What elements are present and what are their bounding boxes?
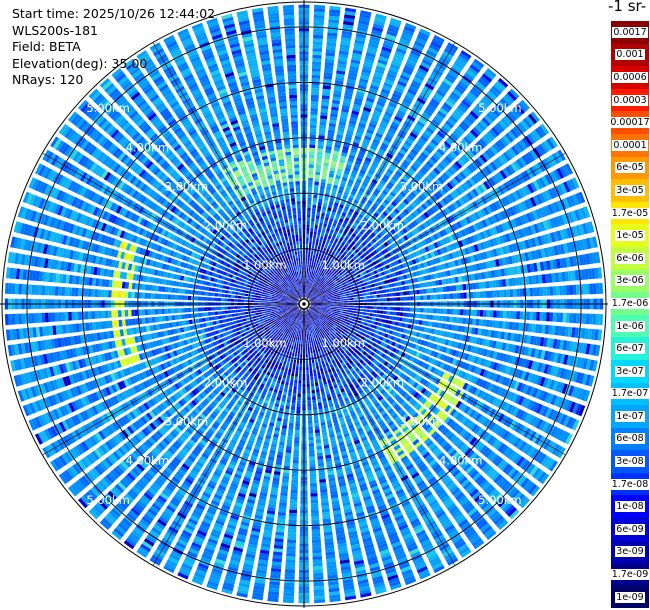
colorbar-cell: 3e-06	[611, 269, 649, 293]
colorbar-tick-label: 6e-07	[615, 343, 645, 355]
azimuth-spoke	[42, 152, 305, 305]
colorbar-title: -1 sr-	[608, 0, 647, 15]
ring-label: 5.00km	[86, 493, 129, 507]
ring-label: 5.00km	[478, 101, 521, 115]
colorbar-tick-label: 3e-08	[615, 456, 645, 468]
colorbar-tick-label: 1e-05	[615, 230, 645, 242]
ring-label: 3.00km	[165, 415, 208, 429]
colorbar-tick-label: 3e-07	[615, 365, 645, 377]
elevation-text: Elevation(deg): 35.00	[12, 55, 148, 71]
azimuth-spoke	[303, 303, 456, 566]
colorbar-cell: 3e-09	[611, 540, 649, 564]
ring-label: 1.00km	[243, 336, 286, 350]
colorbar-tick-label: 1.7e-06	[610, 297, 650, 309]
ring-label: 3.00km	[400, 180, 443, 194]
azimuth-spoke	[152, 303, 305, 566]
colorbar-tick-label: 1.7e-05	[610, 207, 650, 219]
colorbar-cell: 1e-08	[611, 495, 649, 519]
colorbar-cell: 1e-09	[611, 585, 649, 609]
colorbar-tick-label: 0.0017	[612, 26, 648, 38]
ring-label: 4.00km	[126, 140, 169, 154]
colorbar-tick-label: 6e-05	[615, 162, 645, 174]
colorbar-tick-label: 1.7e-09	[610, 569, 650, 581]
colorbar-tick-label: 1.7e-07	[610, 388, 650, 400]
radar-center-dot	[302, 302, 306, 306]
colorbar-cell: 0.0006	[611, 66, 649, 89]
field-text: Field: BETA	[12, 39, 81, 54]
colorbar-tick-label: 0.0001	[612, 139, 648, 151]
colorbar-cell: 3e-05	[611, 179, 649, 202]
colorbar: 0.0017 0.001 0.0006 0.0003 0.00017 0.0001 6e-0…	[609, 21, 650, 609]
ring-label: 1.00km	[243, 258, 286, 272]
nrays-text: NRays: 120	[12, 72, 84, 87]
azimuth-spoke	[152, 42, 305, 305]
colorbar-tick-label: 3e-05	[615, 184, 645, 196]
colorbar-tick-label: 6e-09	[615, 523, 645, 535]
colorbar-cell: 1e-05	[611, 224, 649, 247]
ring-label: 4.00km	[126, 454, 169, 468]
ring-label: 2.00km	[361, 375, 404, 389]
colorbar-cell: 0.0003	[611, 88, 649, 112]
ring-label: 3.00km	[400, 415, 443, 429]
azimuth-spoke	[42, 303, 305, 456]
colorbar-tick-label: 1e-08	[615, 501, 645, 513]
colorbar-cell: 1e-06	[611, 314, 649, 338]
colorbar-cell: 6e-08	[611, 427, 649, 451]
colorbar-tick-label: 6e-08	[615, 433, 645, 445]
colorbar-tick-label: 3e-09	[615, 546, 645, 558]
colorbar-cell: 0.001	[611, 43, 649, 67]
ring-label: 5.00km	[86, 101, 129, 115]
colorbar-cell: 0.00017	[609, 111, 650, 134]
ring-labels: 1.00km 1.00km 1.00km 1.00km 2.00km 2.00km 2.00…	[86, 101, 521, 507]
colorbar-cell: 6e-05	[611, 156, 649, 180]
azimuth-spoke	[303, 42, 456, 305]
colorbar-cell: 6e-09	[611, 518, 649, 541]
colorbar-tick-label: 3e-06	[615, 275, 645, 287]
ring-label: 4.00km	[439, 454, 482, 468]
colorbar-cell: 6e-06	[611, 246, 649, 270]
instrument-text: WLS200s-181	[12, 22, 98, 38]
colorbar-tick-label: 6e-06	[615, 252, 645, 264]
colorbar-cell: 1.7e-07	[610, 382, 650, 406]
ring-label: 2.00km	[204, 219, 247, 233]
ring-label: 3.00km	[165, 180, 208, 194]
ring-label: 5.00km	[478, 493, 521, 507]
colorbar-cell: 0.0001	[611, 133, 649, 157]
ring-label: 2.00km	[204, 375, 247, 389]
start-time-text: Start time: 2025/10/26 12:44:02	[12, 6, 216, 21]
colorbar-cell: 0.0017	[611, 21, 649, 44]
scan-info: Start time: 2025/10/26 12:44:02 WLS200s-…	[12, 6, 215, 89]
colorbar-tick-label: 1e-06	[615, 320, 645, 332]
colorbar-tick-label: 1.7e-08	[610, 478, 650, 490]
colorbar-cell: 3e-08	[611, 450, 649, 473]
colorbar-cell: 3e-07	[611, 359, 649, 383]
ring-label: 1.00km	[321, 258, 364, 272]
colorbar-tick-label: 0.0003	[612, 94, 648, 106]
colorbar-tick-label: 0.0006	[612, 71, 648, 83]
colorbar-tick-label: 1e-09	[615, 591, 645, 603]
ring-label: 4.00km	[439, 140, 482, 154]
colorbar-cell: 1.7e-08	[610, 472, 650, 496]
ring-label: 2.00km	[361, 219, 404, 233]
colorbar-cell: 6e-07	[611, 337, 649, 360]
colorbar-tick-label: 0.001	[615, 49, 645, 61]
colorbar-tick-label: 1e-07	[615, 410, 645, 422]
azimuth-spoke	[303, 303, 566, 456]
colorbar-tick-label: 0.00017	[609, 117, 650, 129]
colorbar-cell: 1.7e-09	[610, 563, 650, 586]
colorbar-cell: 1e-07	[611, 405, 649, 428]
ring-label: 1.00km	[321, 336, 364, 350]
colorbar-cell: 1.7e-05	[610, 201, 650, 225]
colorbar-cell: 1.7e-06	[610, 292, 650, 315]
azimuth-spoke	[303, 152, 566, 305]
